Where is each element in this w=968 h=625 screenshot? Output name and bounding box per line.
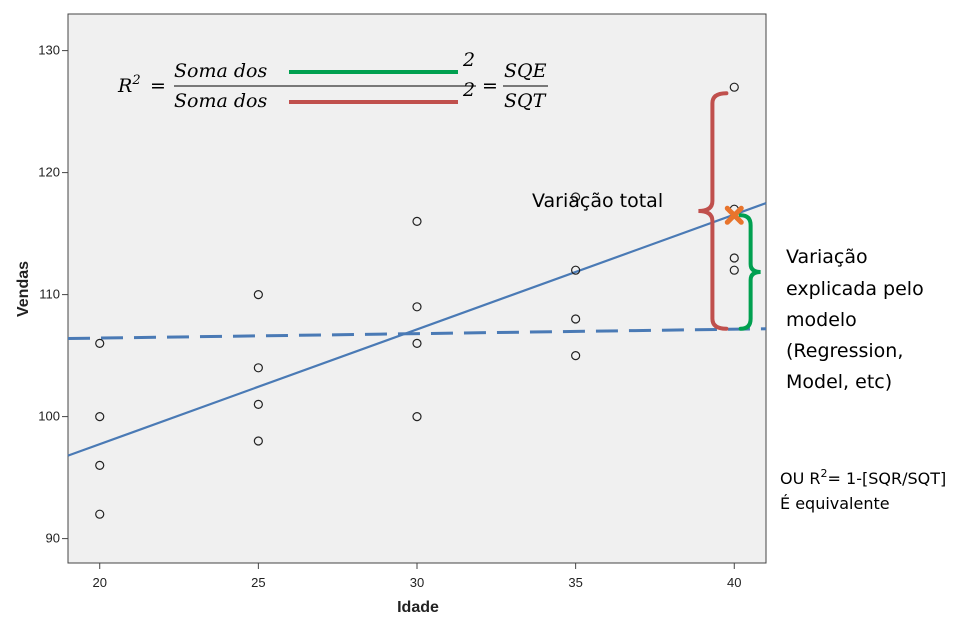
r-squared-formula: R2 = Soma dos 2 Soma dos 2 = SQE SQT	[117, 49, 548, 112]
y-axis: 90 100 110 120 130	[38, 43, 68, 546]
formula-lhs: R	[117, 75, 132, 97]
data-point	[253, 290, 263, 300]
y-axis-title: Vendas	[15, 261, 32, 317]
plot-area	[67, 13, 767, 564]
total-variation-label: Variação total	[532, 190, 663, 212]
formula-numerator-text: Soma dos	[174, 60, 267, 82]
explained-line-5: Model, etc)	[786, 371, 892, 393]
note-sup: 2	[821, 467, 828, 480]
equivalence-note: OU R2= 1-[SQR/SQT] É equivalente	[780, 467, 946, 513]
x-tick-label: 30	[410, 575, 424, 590]
formula-rhs-denominator: SQT	[504, 90, 547, 112]
svg-text:R2: R2	[117, 73, 141, 97]
formula-eq2: =	[482, 75, 498, 97]
formula-lhs-sup: 2	[131, 73, 140, 88]
x-tick-label: 20	[92, 575, 106, 590]
data-point	[412, 302, 422, 312]
data-point	[729, 265, 739, 275]
x-tick-label: 25	[251, 575, 265, 590]
highlight-point-marker	[724, 205, 744, 225]
points-layer	[95, 82, 744, 519]
y-tick-label: 130	[38, 43, 60, 58]
note-suffix: = 1-[SQR/SQT]	[828, 469, 947, 488]
explained-line-3: modelo	[786, 309, 857, 331]
data-point	[412, 338, 422, 348]
lines-layer	[67, 202, 767, 457]
data-point	[412, 412, 422, 422]
explained-line-4: (Regression,	[786, 340, 903, 362]
explained-variation-label: Variação explicada pelo modelo (Regressi…	[786, 246, 924, 393]
data-point	[571, 314, 581, 324]
x-tick-label: 40	[727, 575, 741, 590]
data-point	[729, 253, 739, 263]
data-point	[571, 192, 581, 202]
data-point	[729, 82, 739, 92]
x-axis: 20 25 30 35 40	[92, 563, 742, 590]
y-tick-label: 100	[38, 409, 60, 424]
formula-denominator-text: Soma dos	[174, 90, 267, 112]
x-axis-title: Idade	[397, 599, 439, 616]
regression-line	[67, 202, 767, 457]
data-point	[253, 363, 263, 373]
svg-text:OU R2= 1-[SQR/SQT]: OU R2= 1-[SQR/SQT]	[780, 467, 946, 488]
formula-denominator-sup: 2	[462, 79, 475, 101]
data-point	[571, 265, 581, 275]
formula-eq1: =	[150, 75, 166, 97]
data-point	[412, 216, 422, 226]
y-tick-label: 120	[38, 165, 60, 180]
x-tick-label: 35	[568, 575, 582, 590]
mean-line	[67, 327, 767, 341]
data-point	[253, 399, 263, 409]
y-tick-label: 110	[39, 287, 60, 302]
data-point	[95, 412, 105, 422]
data-point	[571, 351, 581, 361]
note-line-2: É equivalente	[780, 494, 890, 513]
explained-line-1: Variação	[786, 246, 868, 268]
formula-numerator-sup: 2	[462, 49, 475, 71]
explained-variation-brace	[738, 213, 761, 331]
y-tick-label: 90	[46, 531, 60, 546]
note-prefix: OU R	[780, 469, 821, 488]
formula-rhs-numerator: SQE	[504, 60, 547, 82]
data-point	[95, 338, 105, 348]
data-point	[95, 509, 105, 519]
data-point	[95, 460, 105, 470]
explained-line-2: explicada pelo	[786, 278, 924, 300]
data-point	[253, 436, 263, 446]
